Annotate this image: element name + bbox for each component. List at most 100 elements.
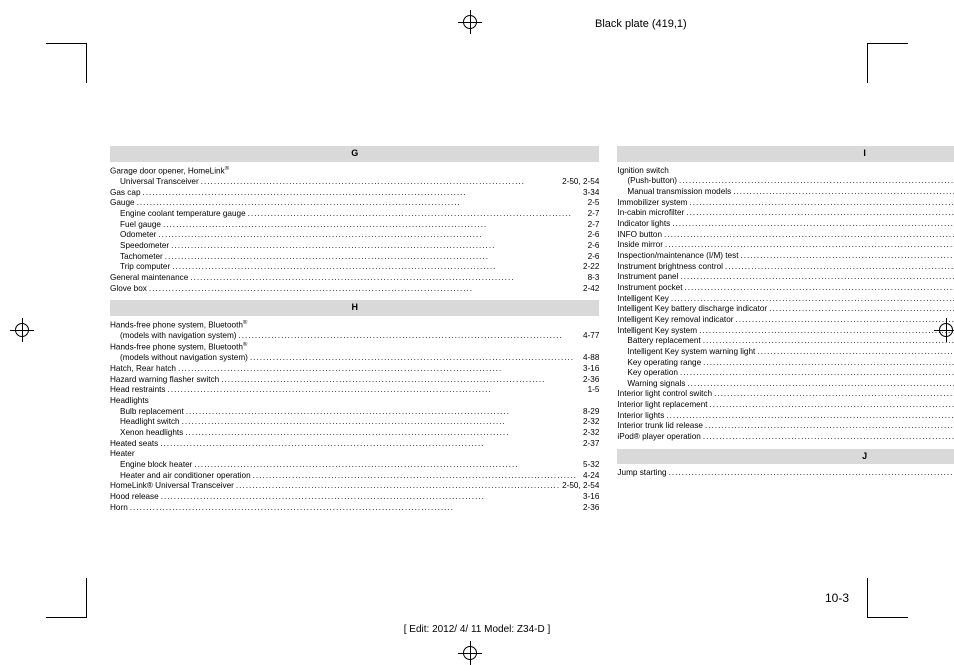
entry-label: Head restraints [110,385,166,396]
entry-page: 2-36 [583,375,599,386]
entry-label: Bulb replacement [120,407,184,418]
entry-page: 4-24 [583,471,599,482]
index-entry: Gauge2-5 [110,198,599,209]
entry-label: Hazard warning flasher switch [110,375,219,386]
entry-label: Instrument brightness control [617,262,723,273]
entry-label: Instrument panel [617,272,678,283]
section-header-J: J [617,449,954,465]
entry-label: Interior light replacement [617,400,707,411]
entry-page: 5-32 [583,460,599,471]
section-header-G: G [110,146,599,162]
section-header-I: I [617,146,954,162]
index-entry: In-cabin microfilter4-30 [617,208,954,219]
index-entry: Instrument pocket2-41 [617,283,954,294]
index-entry: Instrument brightness control2-35 [617,262,954,273]
index-entry: Speedometer2-6 [110,241,599,252]
index-entry: Hands-free phone system, Bluetooth® [110,342,599,353]
entry-label: Heater and air conditioner operation [120,471,251,482]
index-entry: (models with navigation system) 4-77 [110,331,599,342]
index-entry: Garage door opener, HomeLink® [110,166,599,177]
entry-page: 2-7 [588,220,600,231]
index-entry: Fuel gauge2-7 [110,220,599,231]
entry-label: Intelligent Key battery discharge indica… [617,304,767,315]
entry-label: Hands-free phone system, Bluetooth® [110,342,247,353]
index-entry: Immobilizer system2-28 [617,198,954,209]
entry-page: 8-3 [588,273,600,284]
index-entry: Xenon headlights2-32 [110,428,599,439]
entry-label: iPod® player operation [617,432,700,443]
entry-label: (Push-button) [627,176,677,187]
entry-label: Gauge [110,198,135,209]
entry-label: (models without navigation system) [120,353,248,364]
column-1: GGarage door opener, HomeLink®Universal … [110,140,599,532]
entry-page: 8-29 [583,407,599,418]
index-entry: INFO button4-8 [617,230,954,241]
index-entry: Ignition switch [617,166,954,177]
entry-label: Interior trunk lid release [617,421,703,432]
entry-label: Inspection/maintenance (I/M) test [617,251,738,262]
entry-label: Trip computer [120,262,170,273]
index-entry: Battery replacement8-25 [617,336,954,347]
entry-label: Glove box [110,284,147,295]
index-entry: Engine coolant temperature gauge2-7 [110,209,599,220]
entry-page: 4-88 [583,353,599,364]
entry-page: 2-42 [583,284,599,295]
entry-page: 2-50, 2-54 [562,177,599,188]
index-entry: (Push-button)5-8 [617,176,954,187]
entry-page: 1-5 [588,385,600,396]
index-entry: Headlights [110,396,599,407]
entry-page: 2-36 [583,503,599,514]
index-entry: Heater and air conditioner operation 4-24 [110,471,599,482]
index-entry: Hood release3-16 [110,492,599,503]
index-entry: Key operation3-9 [617,368,954,379]
entry-label: Warning signals [627,379,685,390]
entry-label: General maintenance [110,273,188,284]
entry-page: 2-7 [588,209,600,220]
index-content: GGarage door opener, HomeLink®Universal … [110,140,850,532]
entry-label: Intelligent Key [617,294,668,305]
index-entry: Tachometer2-6 [110,252,599,263]
entry-page: 4-77 [583,331,599,342]
entry-label: INFO button [617,230,662,241]
index-entry: Intelligent Key system3-6 [617,326,954,337]
entry-label: Odometer [120,230,156,241]
index-entry: HomeLink® Universal Transceiver 2-50, 2-5… [110,481,599,492]
index-entry: Manual transmission models5-16 [617,187,954,198]
index-entry: Intelligent Key battery discharge indica… [617,304,954,315]
entry-label: Key operation [627,368,678,379]
index-entry: Trip computer 2-22 [110,262,599,273]
entry-label: In-cabin microfilter [617,208,684,219]
entry-label: Ignition switch [617,166,668,177]
index-entry: Headlight switch2-32 [110,417,599,428]
index-entry: Hazard warning flasher switch 2-36 [110,375,599,386]
index-entry: Interior lights2-47 [617,411,954,422]
entry-label: Speedometer [120,241,169,252]
index-entry: Engine block heater5-32 [110,460,599,471]
index-entry: Key operating range3-8 [617,358,954,369]
index-entry: Hatch, Rear hatch3-16 [110,364,599,375]
entry-page: 2-50, 2-54 [562,481,599,492]
entry-label: Garage door opener, HomeLink® [110,166,229,177]
index-entry: Jump starting6-14 [617,468,954,479]
entry-label: HomeLink® Universal Transceiver [110,481,234,492]
index-entry: Inspection/maintenance (I/M) test9-24 [617,251,954,262]
entry-page: 3-34 [583,188,599,199]
index-entry: Intelligent Key3-2 [617,294,954,305]
entry-page: 2-32 [583,417,599,428]
index-entry: (models without navigation system) 4-88 [110,353,599,364]
index-entry: Horn 2-36 [110,503,599,514]
entry-label: Intelligent Key removal indicator [617,315,733,326]
index-entry: Heater [110,449,599,460]
index-entry: Interior light replacement8-29 [617,400,954,411]
entry-label: (models with navigation system) [120,331,237,342]
entry-page: 2-22 [583,262,599,273]
index-entry: Glove box 2-42 [110,284,599,295]
index-entry: iPod® player operation4-70 [617,432,954,443]
entry-label: Heater [110,449,135,460]
entry-label: Horn [110,503,128,514]
column-2: I Ignition switch(Push-button)5-8Manual t… [617,140,954,532]
entry-label: Hood release [110,492,159,503]
entry-page: 2-6 [588,252,600,263]
entry-label: Interior light control switch [617,389,712,400]
index-entry: Interior trunk lid release3-19 [617,421,954,432]
